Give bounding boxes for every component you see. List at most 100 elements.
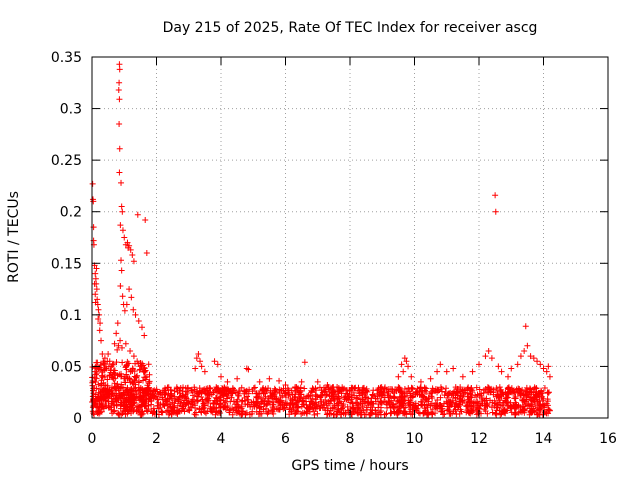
data-point-band bbox=[443, 385, 450, 392]
data-point-band bbox=[328, 385, 335, 392]
data-point-band bbox=[444, 394, 451, 401]
data-point bbox=[115, 342, 122, 349]
data-point bbox=[298, 378, 305, 385]
data-point-band bbox=[281, 404, 288, 411]
data-point-band bbox=[272, 386, 279, 393]
data-point-band bbox=[227, 406, 234, 413]
data-point bbox=[476, 361, 482, 368]
data-point-band bbox=[513, 386, 520, 393]
data-point-band bbox=[354, 387, 361, 394]
data-point-band bbox=[276, 390, 283, 397]
data-point-band bbox=[177, 385, 184, 392]
data-point-band bbox=[429, 410, 436, 417]
y-tick-label: 0.1 bbox=[60, 308, 82, 324]
data-point-band bbox=[254, 401, 261, 408]
data-point bbox=[135, 318, 142, 325]
data-point bbox=[93, 265, 100, 272]
data-point-band bbox=[539, 390, 546, 397]
data-point bbox=[116, 145, 123, 152]
data-point-band bbox=[308, 389, 315, 396]
data-point-band bbox=[128, 403, 135, 410]
data-point bbox=[459, 373, 466, 380]
data-point-band bbox=[150, 405, 157, 412]
data-point bbox=[116, 66, 123, 73]
data-point-band bbox=[145, 398, 152, 405]
data-point-band bbox=[113, 398, 120, 405]
data-point bbox=[543, 368, 550, 375]
data-point-band bbox=[307, 403, 314, 410]
data-point-band bbox=[415, 409, 422, 416]
data-point-band bbox=[442, 389, 449, 396]
data-point bbox=[100, 358, 107, 365]
data-point-band bbox=[482, 407, 489, 414]
data-point-band bbox=[90, 396, 97, 403]
data-point-band bbox=[526, 393, 533, 400]
data-point-band bbox=[243, 393, 250, 400]
data-point-band bbox=[295, 404, 302, 411]
data-point-band bbox=[102, 382, 109, 389]
data-point bbox=[401, 355, 408, 362]
data-point bbox=[537, 361, 544, 368]
data-point-band bbox=[322, 397, 329, 404]
data-point bbox=[97, 320, 104, 327]
data-point-band bbox=[278, 387, 285, 394]
data-point-band bbox=[142, 374, 149, 381]
data-point-band bbox=[97, 362, 104, 369]
data-point-band bbox=[104, 376, 111, 383]
data-point-band bbox=[176, 408, 183, 415]
data-point bbox=[546, 373, 553, 380]
data-point-band bbox=[324, 391, 331, 398]
y-tick-labels: 0 0.05 0.1 0.15 0.2 0.25 0.3 0.35 bbox=[51, 50, 82, 427]
data-point bbox=[126, 286, 133, 293]
data-point-band bbox=[397, 408, 404, 415]
data-point-band bbox=[279, 399, 286, 406]
data-point-band bbox=[459, 397, 466, 404]
y-axis-label: ROTI / TECUs bbox=[6, 191, 22, 283]
data-point bbox=[482, 353, 489, 360]
data-point-band bbox=[118, 399, 125, 406]
data-point-band bbox=[243, 388, 250, 395]
data-point-band bbox=[113, 359, 120, 366]
data-point bbox=[408, 373, 415, 380]
x-tick-label: 8 bbox=[346, 431, 355, 447]
data-point-band bbox=[170, 404, 177, 411]
data-point bbox=[117, 337, 124, 344]
data-point bbox=[130, 306, 137, 313]
data-point-band bbox=[201, 408, 208, 415]
data-point-band bbox=[497, 397, 504, 404]
data-point-band bbox=[222, 386, 229, 393]
data-point bbox=[192, 365, 199, 372]
data-point-band bbox=[191, 389, 198, 396]
data-point-band bbox=[309, 395, 316, 402]
data-point-band bbox=[123, 363, 130, 370]
data-point-band bbox=[328, 397, 335, 404]
data-point-band bbox=[541, 385, 548, 392]
data-point-band bbox=[301, 401, 308, 408]
data-point-band bbox=[282, 389, 289, 396]
data-point-band bbox=[456, 401, 463, 408]
data-point-band bbox=[134, 408, 141, 415]
data-point-band bbox=[545, 390, 552, 397]
data-point-band bbox=[235, 392, 242, 399]
data-point-band bbox=[476, 386, 483, 393]
data-point bbox=[485, 347, 492, 354]
data-point-band bbox=[140, 392, 147, 399]
data-point bbox=[140, 368, 147, 375]
data-point-band bbox=[300, 394, 307, 401]
data-point-band bbox=[324, 407, 331, 414]
data-point-band bbox=[517, 392, 524, 399]
data-point bbox=[301, 359, 308, 366]
data-point-band bbox=[234, 396, 241, 403]
data-point bbox=[117, 222, 124, 229]
data-point-band bbox=[146, 378, 153, 385]
data-point-band bbox=[372, 407, 379, 414]
data-point-band bbox=[155, 391, 162, 398]
data-point-band bbox=[383, 401, 390, 408]
data-point-band bbox=[504, 385, 511, 392]
data-point-band bbox=[546, 389, 553, 396]
data-point-band bbox=[468, 403, 475, 410]
data-point-band bbox=[243, 387, 250, 394]
data-point-band bbox=[390, 404, 397, 411]
data-point-band bbox=[93, 371, 100, 378]
data-point-band bbox=[172, 397, 179, 404]
